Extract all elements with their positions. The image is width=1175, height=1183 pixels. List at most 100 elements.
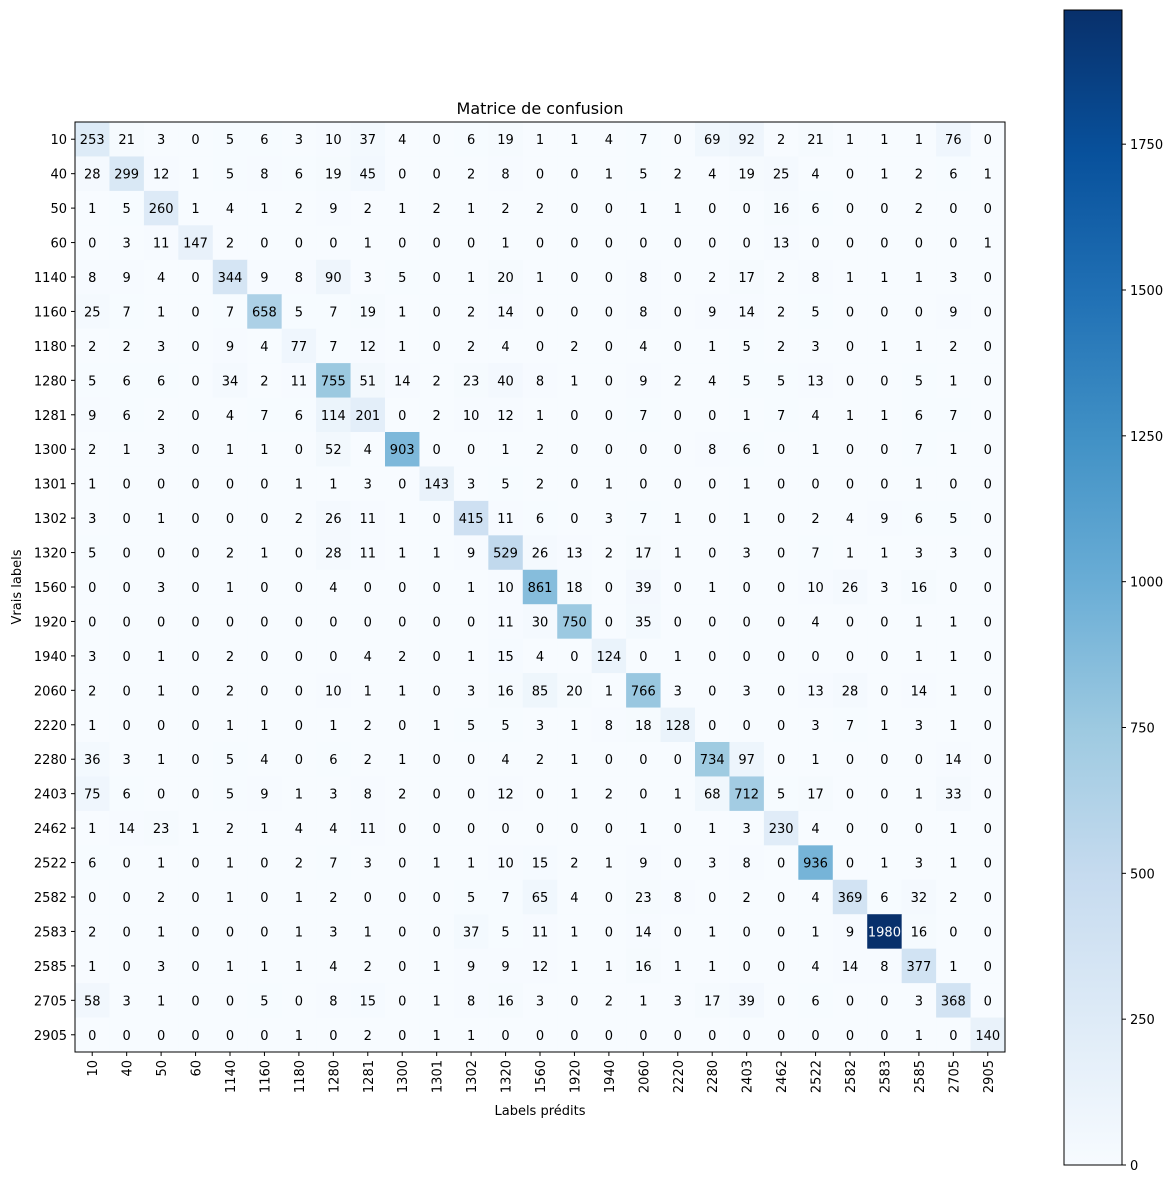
heatmap-cell bbox=[729, 569, 765, 605]
heatmap-cell bbox=[143, 638, 179, 674]
heatmap-cell bbox=[763, 845, 799, 881]
heatmap-cell bbox=[109, 742, 145, 777]
heatmap-cell bbox=[247, 500, 283, 536]
heatmap-cell bbox=[419, 914, 455, 950]
heatmap-cell bbox=[936, 156, 971, 192]
heatmap-cell bbox=[626, 397, 661, 433]
heatmap-cell bbox=[591, 983, 627, 1018]
heatmap-cell bbox=[109, 397, 145, 433]
heatmap-cell bbox=[901, 742, 937, 777]
cell-value-label: 25 bbox=[84, 305, 101, 320]
cell-value-label: 2 bbox=[708, 271, 716, 286]
cell-value-label: 4 bbox=[329, 960, 337, 975]
cell-value-label: 0 bbox=[846, 822, 854, 837]
cell-value-label: 1 bbox=[949, 374, 957, 389]
heatmap-cell bbox=[729, 363, 765, 398]
cell-value-label: 0 bbox=[226, 1029, 234, 1044]
heatmap-cell bbox=[419, 225, 455, 261]
cell-value-label: 97 bbox=[738, 753, 755, 768]
heatmap-cell bbox=[660, 845, 696, 881]
heatmap-cell bbox=[557, 259, 593, 295]
cell-value-label: 37 bbox=[360, 133, 377, 148]
y-tick-label: 1140 bbox=[34, 271, 67, 286]
cell-value-label: 1 bbox=[570, 925, 578, 940]
heatmap-cell bbox=[247, 638, 283, 674]
heatmap-cell bbox=[316, 569, 351, 605]
heatmap-cell bbox=[626, 810, 661, 846]
cell-value-label: 23 bbox=[635, 891, 652, 906]
heatmap-cell bbox=[419, 1017, 455, 1053]
heatmap-cell bbox=[453, 190, 489, 226]
heatmap-cell bbox=[936, 328, 971, 364]
heatmap-cell bbox=[247, 363, 283, 398]
cell-value-label: 140 bbox=[975, 1029, 1000, 1044]
cell-value-label: 9 bbox=[467, 547, 475, 562]
cell-value-label: 5 bbox=[123, 202, 131, 217]
cell-value-label: 1 bbox=[708, 822, 716, 837]
cell-value-label: 16 bbox=[497, 994, 514, 1009]
heatmap-cell bbox=[901, 810, 937, 846]
y-tick-label: 10 bbox=[50, 133, 67, 148]
heatmap-cell bbox=[729, 225, 765, 261]
cell-value-label: 2 bbox=[398, 650, 406, 665]
cell-value-label: 0 bbox=[123, 547, 131, 562]
heatmap-cell bbox=[798, 466, 834, 502]
heatmap-cell bbox=[143, 122, 179, 157]
cell-value-label: 1 bbox=[88, 960, 96, 975]
heatmap-cell bbox=[936, 569, 971, 605]
cell-value-label: 39 bbox=[635, 581, 652, 596]
heatmap-cell bbox=[178, 363, 214, 398]
cell-value-label: 1 bbox=[949, 960, 957, 975]
cell-value-label: 0 bbox=[433, 133, 441, 148]
cell-value-label: 1980 bbox=[868, 925, 901, 940]
cell-value-label: 4 bbox=[811, 409, 819, 424]
cell-value-label: 1 bbox=[605, 684, 613, 699]
cell-value-label: 0 bbox=[570, 168, 578, 183]
heatmap-cell bbox=[936, 535, 971, 571]
heatmap-cell bbox=[212, 328, 248, 364]
cell-value-label: 0 bbox=[295, 994, 303, 1009]
cell-value-label: 0 bbox=[880, 443, 888, 458]
cell-value-label: 0 bbox=[811, 1029, 819, 1044]
heatmap-cell bbox=[522, 363, 558, 398]
cell-value-label: 1 bbox=[536, 271, 544, 286]
heatmap-cell bbox=[385, 225, 420, 261]
cell-value-label: 0 bbox=[777, 753, 785, 768]
heatmap-cell bbox=[419, 500, 455, 536]
cell-value-label: 1 bbox=[880, 409, 888, 424]
heatmap-cell bbox=[488, 1017, 524, 1053]
heatmap-cell bbox=[695, 328, 730, 364]
heatmap-cell bbox=[75, 638, 110, 674]
cell-value-label: 2 bbox=[364, 753, 372, 768]
cell-value-label: 7 bbox=[639, 512, 647, 527]
heatmap-cell bbox=[557, 328, 593, 364]
cell-value-label: 0 bbox=[777, 581, 785, 596]
heatmap-cell bbox=[385, 845, 420, 881]
heatmap-cell bbox=[143, 845, 179, 881]
heatmap-cell bbox=[75, 948, 110, 984]
x-tick-label: 1302 bbox=[465, 1060, 480, 1093]
heatmap-cell bbox=[695, 363, 730, 398]
cell-value-label: 0 bbox=[708, 237, 716, 252]
heatmap-cell bbox=[798, 225, 834, 261]
cell-value-label: 0 bbox=[984, 547, 992, 562]
heatmap-cell bbox=[419, 673, 455, 708]
cell-value-label: 1 bbox=[674, 202, 682, 217]
heatmap-cell bbox=[316, 363, 351, 398]
heatmap-cell bbox=[488, 948, 524, 984]
cell-value-label: 0 bbox=[708, 409, 716, 424]
heatmap-cell bbox=[695, 707, 730, 743]
cell-value-label: 1 bbox=[949, 650, 957, 665]
heatmap-cell bbox=[557, 432, 593, 467]
heatmap-cell bbox=[832, 156, 868, 192]
cell-value-label: 0 bbox=[191, 857, 199, 872]
cell-value-label: 1 bbox=[880, 168, 888, 183]
heatmap-cell bbox=[798, 432, 834, 467]
heatmap-cell bbox=[557, 879, 593, 915]
cell-value-label: 1 bbox=[570, 753, 578, 768]
cell-value-label: 5 bbox=[226, 788, 234, 803]
colorbar-tick-label: 750 bbox=[1130, 722, 1155, 737]
heatmap-cell bbox=[867, 569, 903, 605]
heatmap-cell bbox=[557, 122, 593, 157]
cell-value-label: 143 bbox=[424, 478, 449, 493]
